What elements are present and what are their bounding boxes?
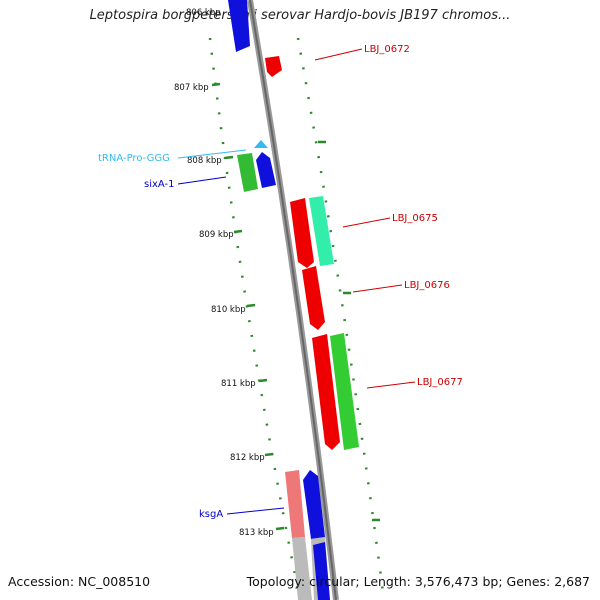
tick-label: 813 kbp [239, 528, 274, 538]
gc-skew-dashes [211, 82, 380, 531]
tick-label: 810 kbp [211, 305, 246, 315]
tick-label: 812 kbp [230, 453, 265, 463]
gene-label-lbj-0672[interactable]: LBJ_0672 [364, 44, 410, 55]
gene-label-lbj-0677[interactable]: LBJ_0677 [417, 377, 463, 388]
gene-feature-ksga[interactable] [303, 470, 325, 539]
chromosome-backbone-shade [249, 0, 337, 600]
tick-label: 807 kbp [174, 83, 209, 93]
gene-label-ksga[interactable]: ksgA [199, 509, 223, 520]
gene-feature-lbj-0672[interactable] [265, 56, 282, 77]
gene-feature-pink[interactable] [285, 470, 305, 538]
gene-label-trna-pro-ggg[interactable]: tRNA-Pro-GGG [98, 153, 170, 164]
gene-label-lbj-0675[interactable]: LBJ_0675 [392, 213, 438, 224]
accession-text: Accession: NC_008510 [8, 574, 151, 589]
gene-feature-green[interactable] [330, 333, 359, 450]
gene-feature[interactable] [228, 0, 250, 52]
gene-feature-gray[interactable] [292, 537, 312, 600]
gene-feature-cyan[interactable] [309, 196, 334, 266]
gene-feature-lbj-0677[interactable] [312, 334, 340, 450]
gene-feature-sixa-1[interactable] [256, 152, 276, 188]
gene-features [228, 0, 359, 600]
gene-feature-lbj-0675[interactable] [290, 198, 314, 268]
gene-feature[interactable] [237, 153, 258, 192]
tick-label: 811 kbp [221, 379, 256, 389]
tick-labels: 806 kbp 807 kbp 808 kbp 809 kbp 810 kbp … [174, 8, 274, 538]
tick-label: 809 kbp [199, 230, 234, 240]
tick-label: 808 kbp [187, 156, 222, 166]
gene-label-lbj-0676[interactable]: LBJ_0676 [404, 280, 450, 291]
gene-feature-lbj-0676[interactable] [302, 266, 325, 330]
gene-labels: LBJ_0672 tRNA-Pro-GGG sixA-1 LBJ_0675 LB… [98, 44, 463, 520]
tick-label: 806 kbp [186, 8, 221, 18]
gene-label-lines [177, 48, 416, 515]
gene-label-sixa-1[interactable]: sixA-1 [144, 179, 175, 190]
genome-summary-text: Topology: circular; Length: 3,576,473 bp… [246, 574, 590, 589]
gene-feature-trna-pro[interactable] [254, 140, 268, 148]
gc-skew-left-track [208, 37, 302, 600]
map-title: Leptospira borgpetersenii serovar Hardjo… [89, 8, 511, 23]
gene-feature-blue-2[interactable] [313, 542, 330, 600]
